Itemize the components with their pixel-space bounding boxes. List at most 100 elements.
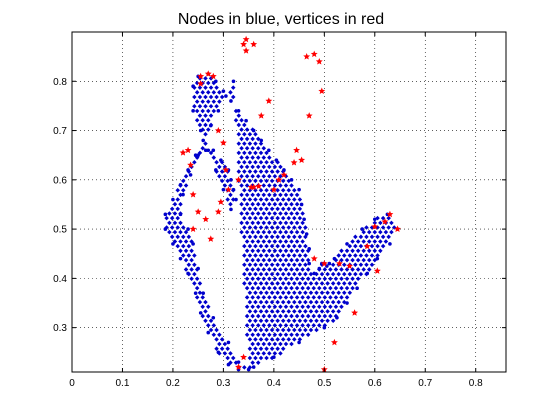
node-point xyxy=(253,337,258,342)
node-point xyxy=(255,257,261,263)
node-point xyxy=(345,301,349,305)
node-point xyxy=(289,239,294,244)
node-point xyxy=(178,182,183,187)
node-point xyxy=(189,257,194,263)
node-point xyxy=(303,309,308,314)
node-point xyxy=(197,299,203,305)
node-point xyxy=(244,313,250,319)
vertex-point xyxy=(351,309,359,316)
vertex-point xyxy=(315,57,323,65)
node-point xyxy=(242,271,247,277)
node-point xyxy=(269,309,275,314)
node-point xyxy=(308,290,314,296)
node-point xyxy=(300,304,305,310)
node-point xyxy=(250,267,255,272)
node-point xyxy=(255,201,261,207)
node-point xyxy=(278,239,283,244)
node-point xyxy=(211,148,216,153)
node-point xyxy=(319,281,325,286)
node-point xyxy=(344,257,350,263)
node-point xyxy=(269,327,275,333)
node-point xyxy=(311,323,316,328)
node-point xyxy=(300,313,305,319)
node-point xyxy=(200,304,205,310)
node-point xyxy=(280,290,286,296)
node-point xyxy=(332,256,337,261)
vertex-point xyxy=(197,72,205,80)
vertices-series xyxy=(179,35,401,373)
node-point xyxy=(186,227,190,231)
vertex-point xyxy=(290,158,298,166)
node-point xyxy=(242,253,247,258)
node-point xyxy=(264,299,269,305)
node-point xyxy=(219,158,223,162)
node-point xyxy=(258,299,264,305)
node-point xyxy=(258,271,264,277)
node-point xyxy=(261,267,267,272)
node-point xyxy=(336,290,341,296)
node-point xyxy=(333,285,339,291)
node-point xyxy=(247,262,253,268)
vertex-point xyxy=(202,215,210,223)
node-point xyxy=(358,253,364,258)
node-point xyxy=(378,239,383,244)
node-point xyxy=(267,276,272,282)
x-tick-label: 0.3 xyxy=(216,378,230,389)
node-point xyxy=(278,323,283,328)
node-point xyxy=(366,257,372,263)
node-point xyxy=(280,318,286,323)
node-point xyxy=(345,242,349,246)
node-point xyxy=(261,285,267,291)
node-point xyxy=(258,169,264,174)
node-point xyxy=(211,332,217,337)
vertex-point xyxy=(293,146,300,154)
node-point xyxy=(261,145,267,151)
node-point xyxy=(347,253,353,258)
node-point xyxy=(300,323,305,328)
node-point xyxy=(250,276,255,282)
node-point xyxy=(319,271,325,277)
node-point xyxy=(308,318,314,323)
node-point xyxy=(294,323,300,328)
node-point xyxy=(341,271,347,277)
node-point xyxy=(325,299,330,305)
node-point xyxy=(193,153,198,157)
node-point xyxy=(250,295,255,300)
node-point xyxy=(258,290,264,296)
node-point xyxy=(269,318,275,323)
node-point xyxy=(242,365,247,370)
node-point xyxy=(188,173,193,177)
node-point xyxy=(253,355,258,361)
chart-title: Nodes in blue, vertices in red xyxy=(178,11,384,28)
node-point xyxy=(341,281,347,286)
node-point xyxy=(314,290,319,296)
node-point xyxy=(171,242,175,246)
vertex-point xyxy=(250,40,258,48)
node-point xyxy=(226,362,231,367)
node-point xyxy=(341,262,347,268)
node-point xyxy=(375,256,380,261)
node-point xyxy=(317,295,322,300)
node-point xyxy=(214,168,218,172)
node-point xyxy=(289,201,294,207)
node-point xyxy=(203,318,208,323)
node-point xyxy=(267,332,272,337)
node-point xyxy=(258,187,264,193)
vertex-point xyxy=(242,35,250,43)
node-point xyxy=(307,247,311,251)
node-point xyxy=(330,290,336,296)
node-point xyxy=(267,148,271,153)
node-point xyxy=(178,256,183,261)
node-point xyxy=(228,351,233,356)
node-point xyxy=(292,318,297,323)
node-point xyxy=(272,332,278,337)
node-point xyxy=(358,271,364,277)
node-point xyxy=(283,201,289,207)
node-point xyxy=(283,239,289,244)
node-point xyxy=(255,145,261,151)
node-point xyxy=(255,323,261,328)
node-point xyxy=(369,234,375,240)
node-point xyxy=(361,267,366,272)
node-point xyxy=(314,309,319,314)
node-point xyxy=(303,262,308,268)
